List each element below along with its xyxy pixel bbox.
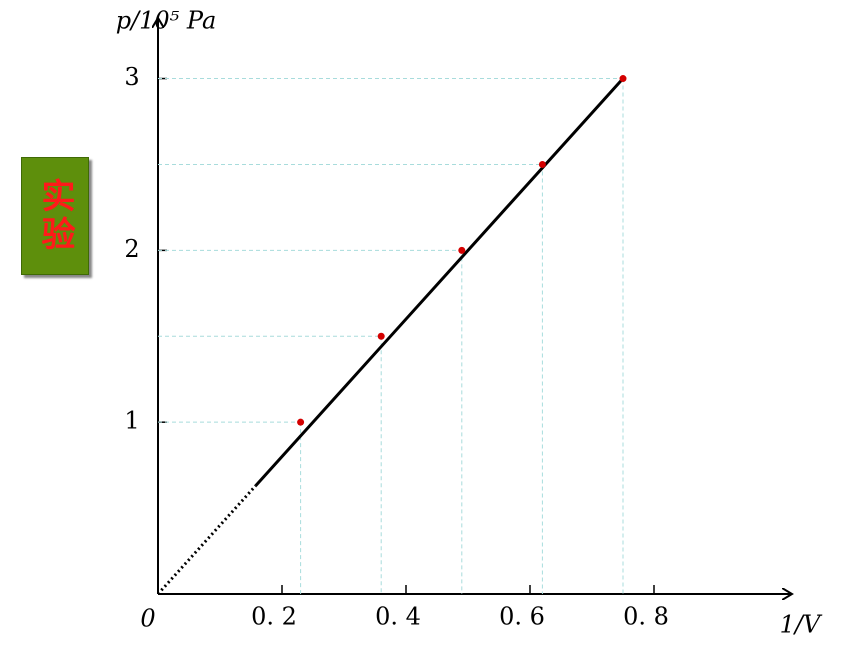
fit-line-extrapolated xyxy=(156,484,257,596)
origin-label: 0 xyxy=(140,605,155,633)
x-tick-label: 0. 6 xyxy=(499,603,545,631)
y-tick-label: 1 xyxy=(124,407,139,435)
y-tick-label: 2 xyxy=(124,235,139,263)
data-point xyxy=(297,418,305,426)
x-axis-label: 1/V xyxy=(780,611,823,639)
data-point xyxy=(377,332,385,340)
y-axis-label: p/10⁵ Pa xyxy=(116,7,217,35)
fit-line xyxy=(254,77,625,487)
data-point xyxy=(458,246,466,254)
x-tick-label: 0. 2 xyxy=(251,603,297,631)
y-tick-label: 3 xyxy=(124,63,139,91)
x-tick-label: 0. 8 xyxy=(623,603,669,631)
x-tick-label: 0. 4 xyxy=(375,603,421,631)
data-point xyxy=(619,75,627,83)
data-point xyxy=(538,160,546,168)
annotation: 实验 xyxy=(21,157,89,275)
